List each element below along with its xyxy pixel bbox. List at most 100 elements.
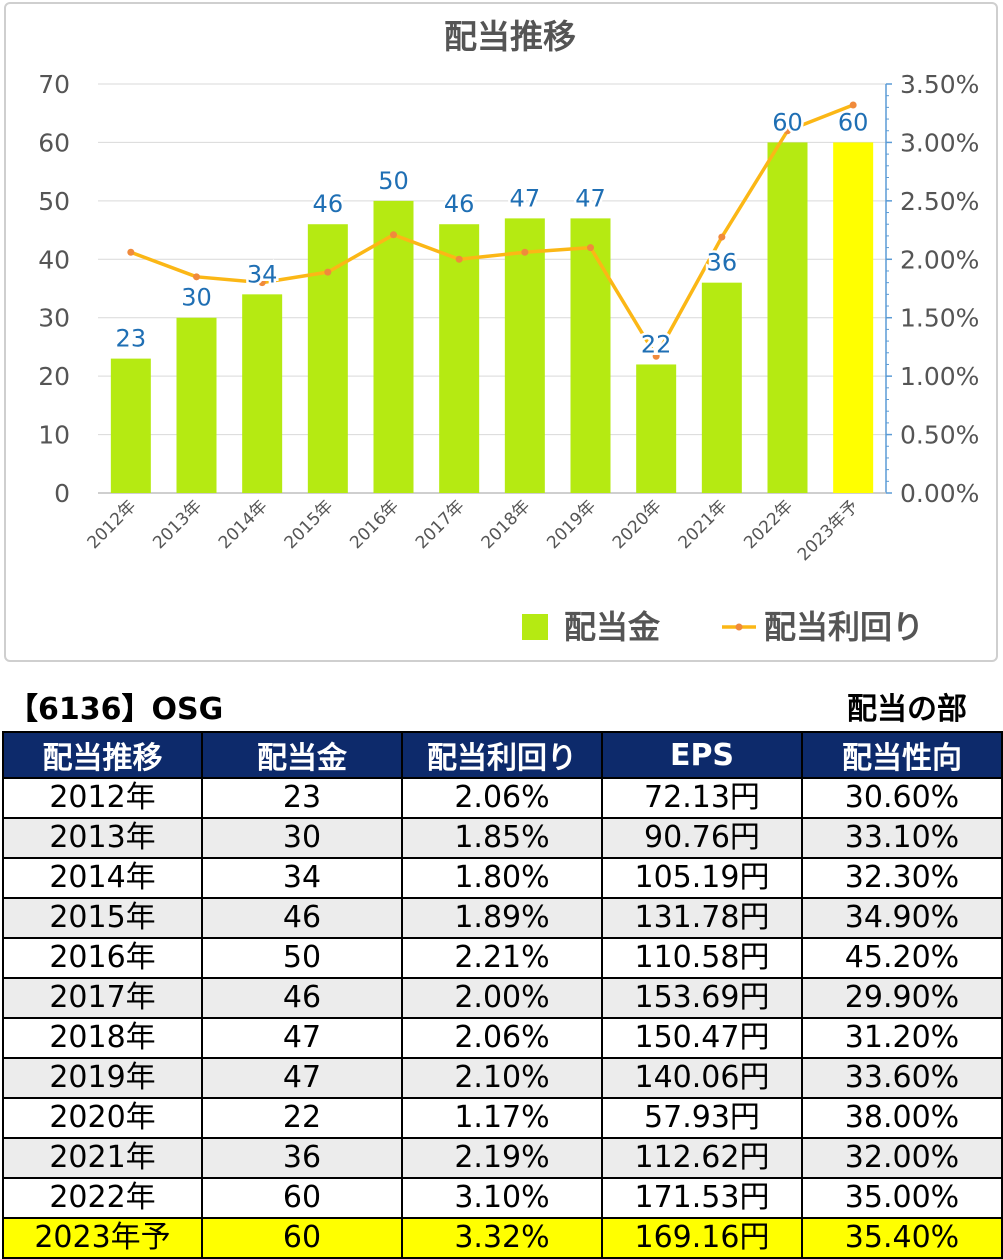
yield-point <box>652 352 660 360</box>
cell-yield: 2.10% <box>401 1057 603 1099</box>
cell-dividend: 47 <box>201 1017 403 1059</box>
x-tick-label: 2015年 <box>281 496 338 553</box>
cell-payout: 34.90% <box>801 897 1003 939</box>
cell-dividend: 47 <box>201 1057 403 1099</box>
dividend-chart: 配当推移 0 10 20 30 40 50 60 70 0.00% 0.50% 1.00% 1.50% 2… <box>38 17 979 646</box>
table-header-row: 配当推移 配当金 配当利回り EPS 配当性向 <box>2 731 1003 779</box>
x-tick-label: 2020年 <box>609 496 666 553</box>
y-tick-label: 10 <box>38 421 70 450</box>
y2-tick-label: 3.50% <box>900 70 979 99</box>
bar <box>176 317 217 493</box>
legend-label-yield: 配当利回り <box>764 608 924 646</box>
cell-eps: 140.06円 <box>601 1057 803 1099</box>
cell-payout: 38.00% <box>801 1097 1003 1139</box>
data-label: 46 <box>313 190 344 218</box>
cell-dividend: 46 <box>201 897 403 939</box>
yield-point <box>784 127 791 135</box>
table-row: 2016年 50 2.21% 110.58円 45.20% <box>2 937 1003 979</box>
cell-yield: 3.32% <box>401 1217 603 1259</box>
cell-payout: 30.60% <box>801 777 1003 819</box>
cell-eps: 112.62円 <box>601 1137 803 1179</box>
cell-period: 2021年 <box>2 1137 203 1179</box>
bar <box>636 364 677 493</box>
table-row: 2019年 47 2.10% 140.06円 33.60% <box>2 1057 1003 1099</box>
y-tick-label: 30 <box>38 304 70 333</box>
yield-point <box>193 273 200 281</box>
yield-point <box>455 255 463 263</box>
cell-yield: 2.19% <box>401 1137 603 1179</box>
yield-point <box>587 244 594 252</box>
x-tick-label: 2012年 <box>84 496 141 553</box>
y2-tick-label: 3.00% <box>900 128 979 157</box>
y2-tick-label: 2.50% <box>900 187 979 216</box>
cell-eps: 169.16円 <box>601 1217 803 1259</box>
cell-eps: 72.13円 <box>601 777 803 819</box>
yield-point <box>258 279 266 287</box>
cell-eps: 171.53円 <box>601 1177 803 1219</box>
bar <box>373 200 414 493</box>
table-row: 2018年 47 2.06% 150.47円 31.20% <box>2 1017 1003 1059</box>
cell-period: 2015年 <box>2 897 203 939</box>
table-row: 2020年 22 1.17% 57.93円 38.00% <box>2 1097 1003 1139</box>
cell-dividend: 46 <box>201 977 403 1019</box>
cell-yield: 1.89% <box>401 897 603 939</box>
cell-period: 2019年 <box>2 1057 203 1099</box>
bar <box>110 358 151 493</box>
cell-payout: 33.60% <box>801 1057 1003 1099</box>
yield-point <box>718 233 726 241</box>
cell-period: 2023年予 <box>2 1217 203 1259</box>
cell-dividend: 60 <box>201 1177 403 1219</box>
x-tick-label: 2018年 <box>478 496 535 553</box>
x-tick-label: 2023年予 <box>794 496 863 565</box>
table-row: 2017年 46 2.00% 153.69円 29.90% <box>2 977 1003 1019</box>
y2-tick-label: 1.00% <box>900 362 979 391</box>
table-row: 2012年 23 2.06% 72.13円 30.60% <box>2 777 1003 819</box>
bar <box>701 282 742 493</box>
col-header-eps: EPS <box>601 731 803 779</box>
data-label: 30 <box>181 284 212 312</box>
col-header-payout: 配当性向 <box>801 731 1003 779</box>
col-header-period: 配当推移 <box>2 731 203 779</box>
cell-payout: 35.40% <box>801 1217 1003 1259</box>
cell-period: 2020年 <box>2 1097 203 1139</box>
cell-dividend: 36 <box>201 1137 403 1179</box>
x-tick-label: 2016年 <box>346 496 403 553</box>
data-label: 23 <box>116 325 147 353</box>
x-tick-label: 2017年 <box>412 496 469 553</box>
cell-yield: 2.00% <box>401 977 603 1019</box>
bar <box>570 218 611 493</box>
data-label: 47 <box>575 184 606 212</box>
table-row: 2015年 46 1.89% 131.78円 34.90% <box>2 897 1003 939</box>
data-label: 46 <box>444 190 475 218</box>
cell-yield: 2.06% <box>401 1017 603 1059</box>
cell-dividend: 22 <box>201 1097 403 1139</box>
data-label: 36 <box>707 249 738 277</box>
y2-tick-label: 0.00% <box>900 479 979 508</box>
yield-line <box>130 103 854 359</box>
data-label: 34 <box>247 260 278 288</box>
table-body: 2012年 23 2.06% 72.13円 30.60% 2013年 30 1.85% 90.7… <box>2 777 1003 1259</box>
data-label: 60 <box>772 108 803 136</box>
legend-label-dividend: 配当金 <box>564 608 661 646</box>
y-tick-label: 50 <box>38 187 70 216</box>
cell-payout: 45.20% <box>801 937 1003 979</box>
cell-payout: 29.90% <box>801 977 1003 1019</box>
cell-yield: 1.17% <box>401 1097 603 1139</box>
table-row: 2023年予 60 3.32% 169.16円 35.40% <box>2 1217 1003 1259</box>
cell-eps: 110.58円 <box>601 937 803 979</box>
legend-swatch-dividend <box>522 614 548 640</box>
x-tick-label: 2019年 <box>543 496 600 553</box>
cell-payout: 33.10% <box>801 817 1003 859</box>
cell-payout: 35.00% <box>801 1177 1003 1219</box>
cell-dividend: 50 <box>201 937 403 979</box>
cell-dividend: 23 <box>201 777 403 819</box>
legend-marker-yield <box>735 623 743 631</box>
x-tick-label: 2021年 <box>675 496 732 553</box>
cell-period: 2017年 <box>2 977 203 1019</box>
cell-dividend: 34 <box>201 857 403 899</box>
col-header-dividend: 配当金 <box>201 731 403 779</box>
cell-yield: 1.85% <box>401 817 603 859</box>
cell-eps: 57.93円 <box>601 1097 803 1139</box>
table-row: 2014年 34 1.80% 105.19円 32.30% <box>2 857 1003 899</box>
bar <box>504 218 545 493</box>
